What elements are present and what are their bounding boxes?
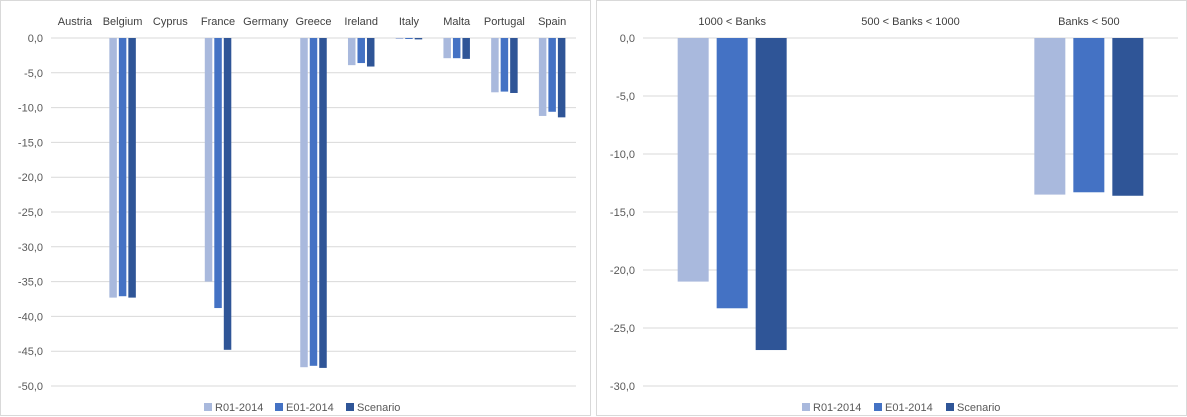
bar-scenario — [128, 38, 136, 298]
bar-scenario — [366, 38, 375, 67]
category-label: 1000 < Banks — [698, 16, 766, 28]
y-tick-label: -25,0 — [610, 323, 635, 335]
y-tick-label: -20,0 — [18, 172, 43, 184]
legend-swatch — [802, 403, 810, 411]
category-label: Spain — [538, 16, 566, 28]
bar-r01-2014 — [538, 38, 547, 116]
chart-left-panel: 0,0 -5,0 -10,0 -15,0 -20,0 -25,0 -30,0 -35,0 -40… — [0, 0, 591, 416]
bar-scenario — [414, 38, 423, 40]
bar-e01-2014 — [452, 38, 461, 59]
bar-r01-2014 — [300, 38, 308, 368]
category-label: Greece — [295, 16, 331, 28]
chart-right-panel: 0,0 -5,0 -10,0 -15,0 -20,0 -25,0 -30,0 1000 < B… — [596, 0, 1187, 416]
y-tick-label: -10,0 — [18, 103, 43, 115]
chart-right: 0,0 -5,0 -10,0 -15,0 -20,0 -25,0 -30,0 1000 < B… — [610, 16, 1178, 414]
legend-label: Scenario — [957, 402, 1000, 414]
category-label: Malta — [443, 16, 471, 28]
bar-e01-2014 — [405, 38, 413, 39]
y-tick-label: -25,0 — [18, 207, 43, 219]
category-label: 500 < Banks < 1000 — [861, 16, 959, 28]
legend-label: E01-2014 — [885, 402, 933, 414]
bar-e01-2014 — [716, 38, 748, 309]
legend-swatch — [204, 403, 212, 411]
y-tick-label: -30,0 — [610, 381, 635, 393]
category-label: France — [201, 16, 235, 28]
bar-r01-2014 — [677, 38, 709, 282]
bar-e01-2014 — [548, 38, 556, 112]
category-label: Ireland — [344, 16, 378, 28]
y-tick-label: -15,0 — [610, 207, 635, 219]
bar-scenario — [319, 38, 327, 368]
y-tick-label: -35,0 — [18, 277, 43, 289]
bar-e01-2014 — [357, 38, 365, 64]
legend-label: R01-2014 — [215, 402, 263, 414]
legend-swatch — [346, 403, 354, 411]
bar-scenario — [1112, 38, 1144, 196]
bar-r01-2014 — [491, 38, 499, 93]
bar-e01-2014 — [309, 38, 318, 366]
bar-e01-2014 — [214, 38, 222, 309]
bar-e01-2014 — [500, 38, 509, 92]
bar-r01-2014 — [347, 38, 356, 66]
y-tick-label: 0,0 — [28, 33, 43, 45]
bar-e01-2014 — [1073, 38, 1105, 193]
bar-r01-2014 — [443, 38, 451, 59]
y-tick-label: -5,0 — [24, 68, 43, 80]
bar-scenario — [755, 38, 787, 351]
category-label: Italy — [399, 16, 420, 28]
legend-swatch — [275, 403, 283, 411]
bar-e01-2014 — [118, 38, 127, 297]
y-tick-label: -10,0 — [610, 149, 635, 161]
bar-scenario — [557, 38, 566, 118]
category-label: Banks < 500 — [1058, 16, 1119, 28]
legend-label: R01-2014 — [813, 402, 861, 414]
category-label: Austria — [58, 16, 93, 28]
bar-r01-2014 — [1034, 38, 1066, 195]
category-label: Cyprus — [153, 16, 188, 28]
bar-scenario — [510, 38, 518, 93]
category-label: Portugal — [484, 16, 525, 28]
legend-swatch — [874, 403, 882, 411]
legend-label: Scenario — [357, 402, 400, 414]
bar-scenario — [223, 38, 232, 350]
category-label: Belgium — [103, 16, 143, 28]
legend-label: E01-2014 — [286, 402, 334, 414]
y-tick-label: -40,0 — [18, 311, 43, 323]
bar-r01-2014 — [109, 38, 117, 298]
bar-r01-2014 — [395, 38, 404, 39]
bar-scenario — [462, 38, 470, 59]
y-tick-label: -5,0 — [616, 91, 635, 103]
y-tick-label: 0,0 — [620, 33, 635, 45]
y-tick-label: -45,0 — [18, 346, 43, 358]
y-tick-label: -30,0 — [18, 242, 43, 254]
chart-left: 0,0 -5,0 -10,0 -15,0 -20,0 -25,0 -30,0 -35,0 -40… — [18, 16, 576, 414]
y-tick-label: -50,0 — [18, 381, 43, 393]
y-tick-label: -15,0 — [18, 137, 43, 149]
legend-swatch — [946, 403, 954, 411]
category-label: Germany — [243, 16, 289, 28]
y-tick-label: -20,0 — [610, 265, 635, 277]
bar-r01-2014 — [204, 38, 213, 282]
